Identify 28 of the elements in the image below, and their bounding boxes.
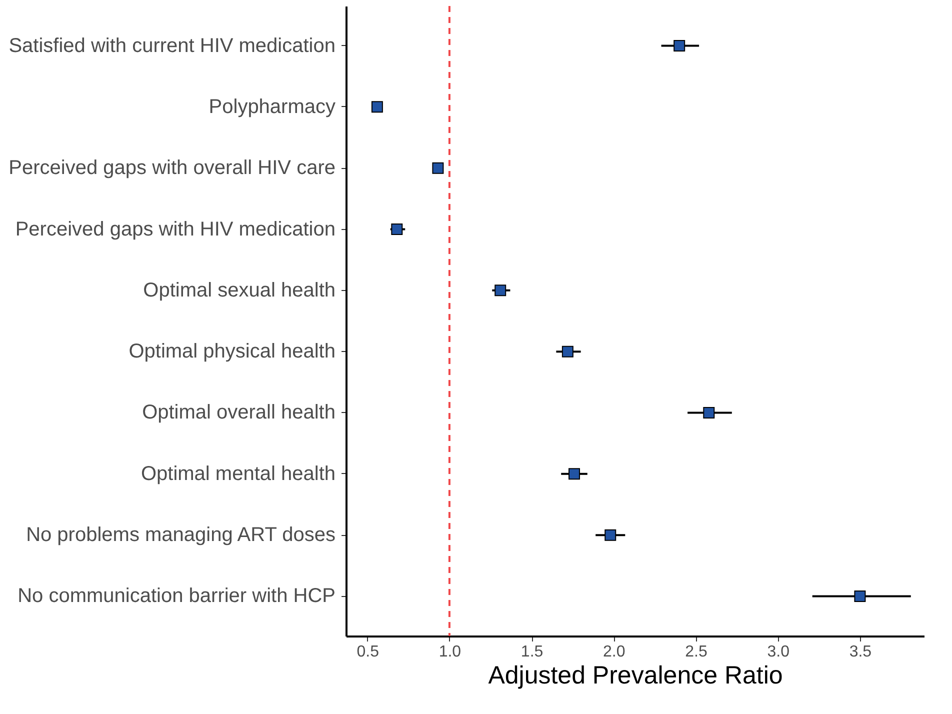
x-axis-title: Adjusted Prevalence Ratio bbox=[488, 662, 783, 690]
point bbox=[432, 162, 444, 174]
x-tick-label: 2.5 bbox=[685, 644, 708, 660]
y-tick-label: Optimal mental health bbox=[140, 462, 336, 485]
x-tick-label: 3.5 bbox=[849, 644, 872, 660]
y-tick-label: Optimal overall health bbox=[142, 402, 336, 424]
point bbox=[854, 590, 866, 602]
point bbox=[391, 224, 403, 235]
point bbox=[604, 529, 616, 541]
point bbox=[703, 407, 715, 418]
x-tick-label: 0.5 bbox=[356, 644, 380, 660]
x-tick-label: 3.0 bbox=[767, 644, 790, 660]
y-tick-label: Optimal physical health bbox=[128, 340, 336, 363]
point bbox=[568, 468, 580, 480]
y-tick-label: Optimal sexual health bbox=[143, 279, 336, 302]
y-tick-label: No problems managing ART doses bbox=[26, 524, 336, 546]
point bbox=[494, 284, 506, 296]
y-tick-label: Perceived gaps with HIV medication bbox=[15, 218, 336, 240]
x-tick-label: 2.0 bbox=[603, 644, 626, 660]
y-tick-label: Satisfied with current HIV medication bbox=[8, 34, 336, 57]
y-tick-label: No communication barrier with HCP bbox=[18, 585, 336, 608]
point bbox=[674, 40, 686, 52]
y-tick-label: Polypharmacy bbox=[208, 96, 336, 118]
x-tick-label: 1.0 bbox=[438, 644, 462, 660]
x-tick-label: 1.5 bbox=[520, 644, 544, 660]
point bbox=[371, 101, 383, 113]
point bbox=[562, 346, 574, 358]
y-tick-label: Perceived gaps with overall HIV care bbox=[8, 157, 336, 180]
